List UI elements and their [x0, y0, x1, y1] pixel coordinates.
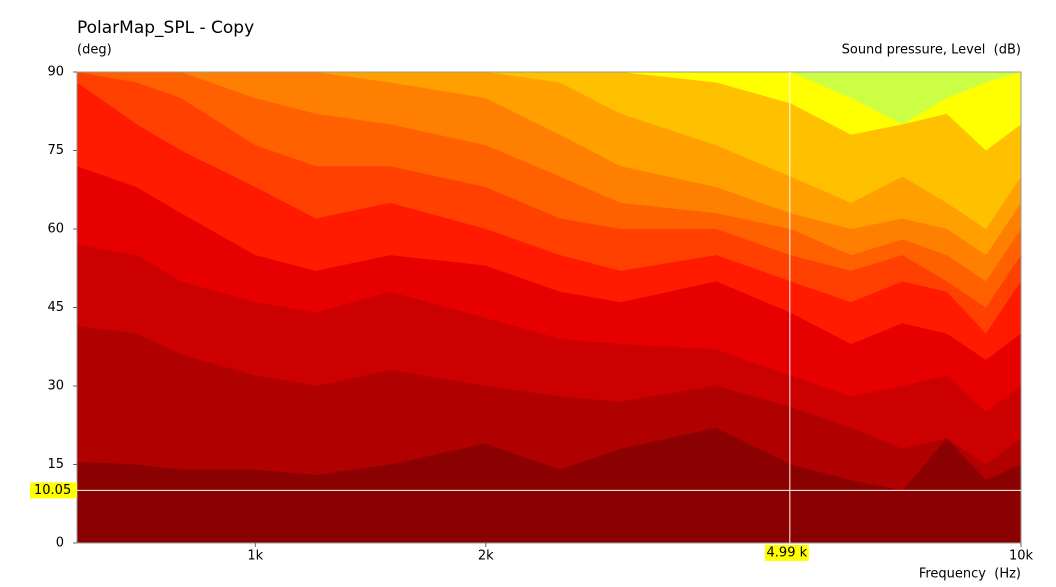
cursor-y-label-bg	[30, 482, 77, 499]
contour-band	[77, 427, 1021, 543]
cursor-x-label-bg	[764, 545, 809, 561]
y-tick-label: 30	[47, 379, 64, 394]
y-tick-label: 90	[47, 65, 64, 80]
cursor-x-label: 4.99 k	[767, 546, 808, 561]
y-tick-label: 45	[47, 300, 64, 315]
y-tick-label: 15	[47, 457, 64, 472]
y-tick-label: 0	[56, 536, 64, 551]
x-tick-label: 1k	[247, 549, 263, 564]
cursor-y-label: 10.05	[34, 483, 71, 498]
y-tick-label: 75	[47, 143, 64, 158]
x-tick-label: 10k	[1009, 549, 1034, 564]
y-axis-label: (deg)	[77, 43, 112, 58]
plot-area	[77, 72, 1021, 543]
y-tick-label: 60	[47, 222, 64, 237]
x-tick-label: 2k	[478, 549, 494, 564]
chart-title: PolarMap_SPL - Copy	[77, 18, 254, 38]
z-axis-label: Sound pressure, Level (dB)	[842, 43, 1021, 58]
x-axis-label: Frequency (Hz)	[919, 567, 1021, 582]
